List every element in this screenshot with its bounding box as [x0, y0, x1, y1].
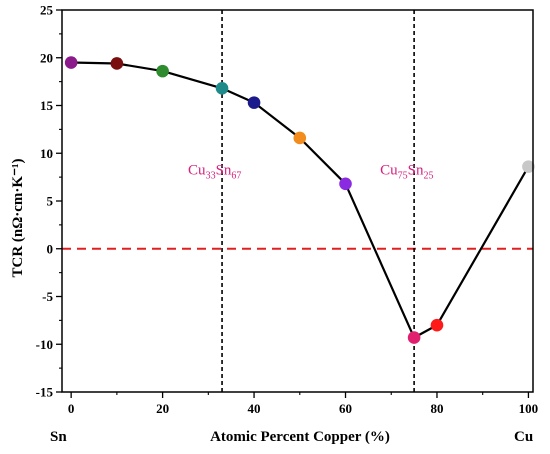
data-point-1 [110, 57, 124, 70]
data-point-8 [430, 318, 444, 332]
data-point-9 [522, 160, 535, 173]
data-point-2 [156, 64, 169, 78]
data-point-7 [407, 331, 421, 344]
x-tick-label-20: 20 [156, 401, 169, 416]
axes-layer: -15 -10 -5 0 5 10 15 20 25 0 20 40 60 80 100 [36, 3, 539, 417]
y-tick-label--15: -15 [36, 385, 54, 400]
guide-lines-layer [62, 10, 533, 392]
data-point-4 [247, 96, 261, 109]
composition-label-0: Cu33Sn67 [188, 162, 241, 181]
x-axis-title: Atomic Percent Copper (%) [210, 429, 390, 445]
y-tick-label-10: 10 [40, 146, 53, 161]
y-tick-label--10: -10 [36, 337, 53, 352]
y-tick-label-20: 20 [40, 50, 53, 65]
data-point-6 [339, 177, 352, 191]
data-point-0 [64, 56, 78, 69]
x-tick-label-0: 0 [68, 401, 75, 416]
y-tick-label-0: 0 [47, 241, 54, 256]
x-tick-label-60: 60 [339, 401, 352, 416]
x-tick-label-80: 80 [430, 401, 443, 416]
y-tick-label--5: -5 [42, 289, 53, 304]
x-axis-right-label: Cu [514, 429, 533, 445]
plot-frame [61, 9, 534, 393]
x-tick-label-100: 100 [519, 401, 539, 416]
points-layer [64, 56, 535, 344]
data-point-3 [215, 82, 229, 95]
series-line [71, 61, 530, 339]
y-tick-label-5: 5 [47, 194, 54, 209]
y-axis-title: TCR (nΩ·cm·K⁻¹) [10, 158, 26, 277]
composition-label-1: Cu75Sn25 [380, 162, 433, 181]
series-layer [71, 61, 530, 339]
annotation-layer: Cu33Sn67 Cu75Sn25 [188, 162, 433, 181]
x-axis-left-label: Sn [50, 429, 67, 445]
y-tick-label-15: 15 [40, 98, 54, 113]
x-tick-label-40: 40 [248, 401, 261, 416]
y-tick-label-25: 25 [40, 3, 54, 18]
data-point-5 [293, 131, 307, 145]
